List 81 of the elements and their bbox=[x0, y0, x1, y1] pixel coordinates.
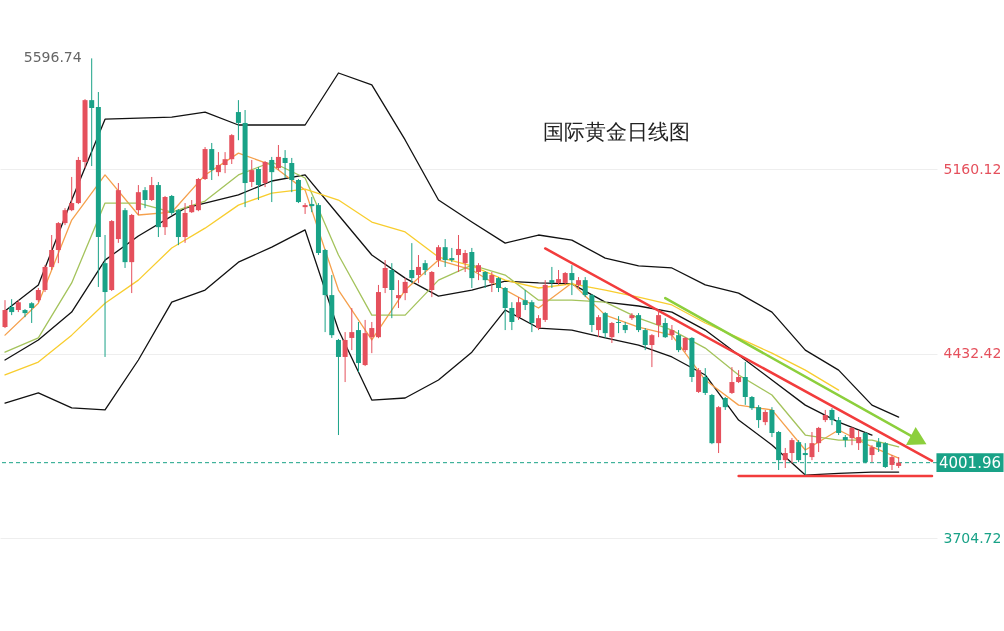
candlestick bbox=[49, 234, 55, 271]
annotation: 5596.74 bbox=[23, 49, 82, 66]
candlestick bbox=[382, 259, 388, 294]
candlestick bbox=[809, 431, 815, 461]
candlestick bbox=[222, 151, 228, 174]
y-tick-label: 4432.42 bbox=[943, 345, 1002, 362]
candlestick bbox=[549, 266, 555, 289]
candlestick bbox=[462, 249, 468, 273]
candlestick bbox=[602, 311, 608, 339]
candlestick bbox=[609, 321, 615, 344]
candlestick bbox=[516, 296, 522, 321]
candlestick bbox=[756, 404, 762, 429]
candlestick bbox=[269, 156, 275, 203]
candlestick bbox=[816, 426, 822, 453]
candlestick bbox=[389, 262, 395, 319]
candlestick bbox=[616, 315, 622, 334]
candlestick bbox=[435, 244, 441, 268]
candlestick bbox=[215, 151, 221, 177]
candlestick bbox=[262, 160, 268, 188]
candlestick bbox=[742, 361, 748, 406]
candlestick bbox=[249, 159, 255, 188]
line-series bbox=[4, 188, 840, 391]
candlestick bbox=[696, 367, 702, 394]
candlestick bbox=[289, 157, 295, 193]
candlestick bbox=[882, 441, 888, 469]
candlestick bbox=[282, 149, 288, 179]
candlestick bbox=[856, 429, 862, 451]
candlestick bbox=[702, 367, 708, 396]
candlestick bbox=[142, 186, 148, 209]
candlestick bbox=[629, 312, 635, 321]
candlestick bbox=[42, 264, 48, 293]
candlestick bbox=[656, 309, 662, 338]
candlestick bbox=[676, 329, 682, 353]
candlestick bbox=[642, 327, 648, 351]
ref-line-label: 4001.96 bbox=[938, 453, 1002, 472]
candlestick bbox=[456, 234, 461, 273]
candlestick bbox=[22, 308, 28, 318]
candlestick bbox=[2, 299, 8, 329]
line-series bbox=[4, 72, 900, 418]
candlestick bbox=[582, 276, 588, 298]
candlestick bbox=[169, 194, 175, 216]
candlestick bbox=[849, 426, 855, 446]
candlestick bbox=[636, 312, 642, 333]
candlestick bbox=[295, 178, 301, 204]
candlestick bbox=[669, 324, 675, 341]
candlestick bbox=[789, 437, 795, 464]
candlestick bbox=[569, 264, 575, 296]
candlestick bbox=[415, 254, 421, 284]
candlestick bbox=[409, 242, 415, 284]
candlestick bbox=[429, 270, 435, 298]
candlestick bbox=[402, 277, 408, 301]
candlestick bbox=[235, 99, 241, 141]
candlestick bbox=[275, 144, 281, 171]
y-tick-label: 3704.72 bbox=[943, 529, 1002, 546]
candlestick bbox=[509, 301, 515, 331]
candlestick bbox=[335, 338, 341, 436]
candlestick bbox=[596, 314, 602, 338]
candlestick bbox=[662, 317, 668, 339]
text: 国际黄金日线图 bbox=[543, 120, 691, 144]
candlestick bbox=[649, 333, 655, 368]
candlestick bbox=[395, 279, 401, 309]
y-tick-label: 5160.12 bbox=[943, 160, 1002, 177]
candlestick bbox=[135, 184, 141, 216]
candlestick bbox=[889, 454, 895, 471]
candlestick bbox=[69, 176, 75, 212]
candlestick bbox=[149, 176, 155, 202]
candlestick bbox=[796, 439, 802, 463]
candlestick bbox=[729, 366, 735, 395]
candlestick bbox=[209, 142, 215, 181]
candlestick bbox=[502, 286, 508, 331]
candlestick bbox=[29, 301, 35, 324]
candlestick bbox=[255, 166, 261, 201]
candlestick bbox=[349, 307, 355, 351]
line-series bbox=[4, 229, 900, 476]
candlestick bbox=[342, 331, 348, 383]
candlestick bbox=[869, 444, 875, 463]
candlestick bbox=[769, 406, 775, 438]
candlestick bbox=[302, 202, 308, 215]
candlestick bbox=[489, 271, 495, 293]
candlestick bbox=[89, 57, 95, 167]
candlestick bbox=[782, 447, 788, 469]
